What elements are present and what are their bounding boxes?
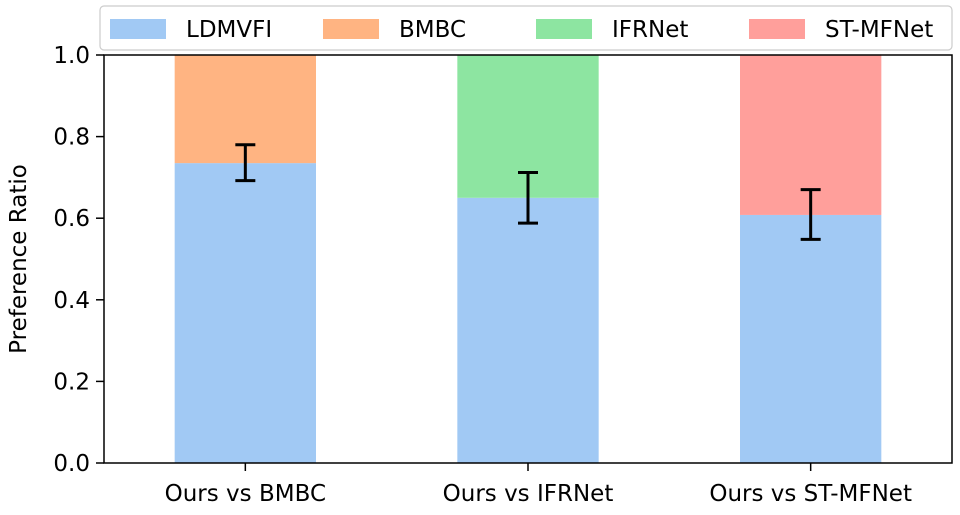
- y-tick-label: 0.8: [53, 125, 90, 151]
- legend-label-ifrnet: IFRNet: [612, 17, 688, 43]
- y-tick-label: 0.4: [53, 288, 90, 314]
- error-bar-3: [800, 188, 821, 241]
- x-axis: Ours vs BMBC Ours vs IFRNet Ours vs ST-MFN…: [165, 463, 912, 507]
- y-tick-label: 1.0: [53, 43, 90, 69]
- error-bar-1: [235, 143, 256, 183]
- bar-ldmvfi-1: [174, 163, 316, 463]
- bars-layer: [174, 55, 882, 464]
- y-tick-label: 0.6: [53, 206, 90, 232]
- y-axis-title: Preference Ratio: [6, 164, 32, 354]
- legend-swatch-st-mfnet: [749, 19, 805, 39]
- x-tick-label: Ours vs ST-MFNet: [709, 481, 912, 507]
- y-tick-label: 0.2: [53, 369, 90, 395]
- y-tick-label: 0.0: [53, 451, 90, 477]
- legend: LDMVFI BMBC IFRNet ST-MFNet: [99, 5, 953, 51]
- bar-ldmvfi-3: [740, 214, 882, 463]
- y-axis: 0.0 0.2 0.4 0.6 0.8 1.0: [53, 43, 104, 477]
- legend-box: [99, 5, 953, 51]
- errorbar-layer: [235, 143, 821, 241]
- legend-label-bmbc: BMBC: [399, 17, 466, 43]
- legend-label-st-mfnet: ST-MFNet: [825, 17, 933, 43]
- x-tick-label: Ours vs IFRNet: [443, 481, 614, 507]
- legend-swatch-ifrnet: [536, 19, 592, 39]
- legend-swatch-bmbc: [323, 19, 379, 39]
- error-bar-2: [518, 171, 538, 225]
- bar-ldmvfi-2: [457, 197, 599, 464]
- legend-swatch-ldmvfi: [110, 19, 166, 39]
- x-tick-label: Ours vs BMBC: [165, 481, 326, 507]
- legend-label-ldmvfi: LDMVFI: [186, 17, 272, 43]
